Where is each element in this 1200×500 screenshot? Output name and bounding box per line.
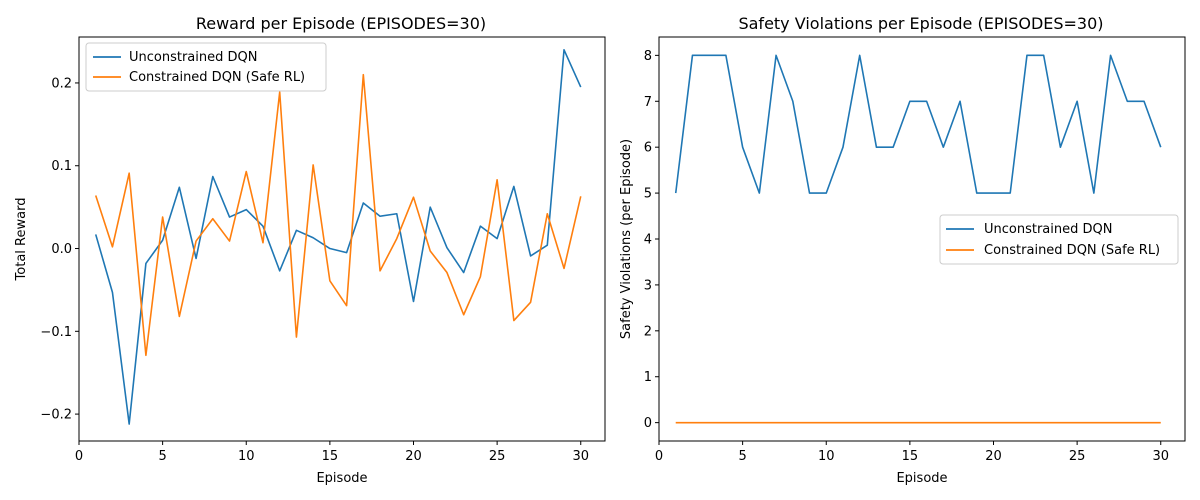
reward-x-tick-label: 5 [158, 449, 166, 464]
violations-y-axis-label: Safety Violations (per Episode) [619, 139, 634, 339]
violations-legend-box [939, 214, 1179, 265]
violations-x-tick-label: 15 [902, 449, 919, 464]
reward-legend: Unconstrained DQN Constrained DQN (Safe … [85, 42, 327, 92]
violations-x-tick-label: 10 [818, 449, 835, 464]
reward-x-axis-label: Episode [316, 471, 367, 486]
reward-plot-area [94, 49, 582, 425]
violations-legend: Unconstrained DQN Constrained DQN (Safe … [939, 214, 1179, 265]
violations-y-tick-label: 4 [644, 233, 652, 248]
reward-chart-title: Reward per Episode (EPISODES=30) [196, 14, 486, 33]
reward-y-tick-label: 0.1 [51, 159, 72, 174]
reward-y-tick-label: −0.2 [40, 408, 72, 423]
reward-y-tick-label: 0.2 [51, 76, 72, 91]
violations-y-tick-label: 2 [644, 324, 652, 339]
violations-chart-title: Safety Violations per Episode (EPISODES=… [738, 14, 1103, 33]
violations-x-tick-label: 20 [985, 449, 1002, 464]
violations-y-tick-label: 1 [644, 370, 652, 385]
violations-y-tick-label: 6 [644, 141, 652, 156]
violations-x-tick-label: 25 [1069, 449, 1086, 464]
reward-legend-label-constrained: Constrained DQN (Safe RL) [129, 70, 305, 85]
violations-chart: Safety Violations per Episode (EPISODES=… [619, 14, 1186, 486]
violations-y-tick-label: 5 [644, 187, 652, 202]
violations-x-axis-label: Episode [896, 471, 947, 486]
violations-x-tick-label: 5 [738, 449, 746, 464]
reward-legend-label-unconstrained: Unconstrained DQN [129, 50, 257, 65]
reward-x-tick-label: 15 [322, 449, 339, 464]
reward-y-tick-label: −0.1 [40, 325, 72, 340]
reward-x-tick-label: 20 [405, 449, 422, 464]
reward-chart: Reward per Episode (EPISODES=30) 0 5 10 15 2… [14, 14, 606, 486]
reward-axes-frame [78, 36, 606, 442]
reward-x-tick-label: 10 [238, 449, 255, 464]
violations-y-ticks: 0 1 2 3 4 5 6 7 8 [644, 49, 659, 431]
violations-y-tick-label: 7 [644, 95, 652, 110]
reward-x-tick-label: 25 [489, 449, 506, 464]
violations-legend-label-constrained: Constrained DQN (Safe RL) [984, 243, 1160, 258]
violations-y-tick-label: 0 [644, 416, 652, 431]
reward-series-line-unconstrained [94, 49, 582, 425]
violations-x-ticks: 0 5 10 15 20 25 30 [655, 441, 1169, 464]
violations-x-tick-label: 30 [1152, 449, 1169, 464]
violations-legend-label-unconstrained: Unconstrained DQN [984, 222, 1112, 237]
violations-series-line-unconstrained [674, 54, 1162, 194]
reward-x-tick-label: 0 [75, 449, 83, 464]
violations-plot-area [674, 54, 1162, 424]
reward-series-line-constrained [94, 73, 582, 357]
violations-y-tick-label: 3 [644, 278, 652, 293]
violations-x-tick-label: 0 [655, 449, 663, 464]
reward-x-ticks: 0 5 10 15 20 25 30 [75, 441, 589, 464]
reward-y-ticks: −0.2 −0.1 0.0 0.1 0.2 [40, 76, 79, 423]
violations-y-tick-label: 8 [644, 49, 652, 64]
reward-y-tick-label: 0.0 [51, 242, 72, 257]
reward-x-tick-label: 30 [572, 449, 589, 464]
reward-y-axis-label: Total Reward [14, 198, 29, 282]
reward-legend-box [85, 42, 327, 92]
